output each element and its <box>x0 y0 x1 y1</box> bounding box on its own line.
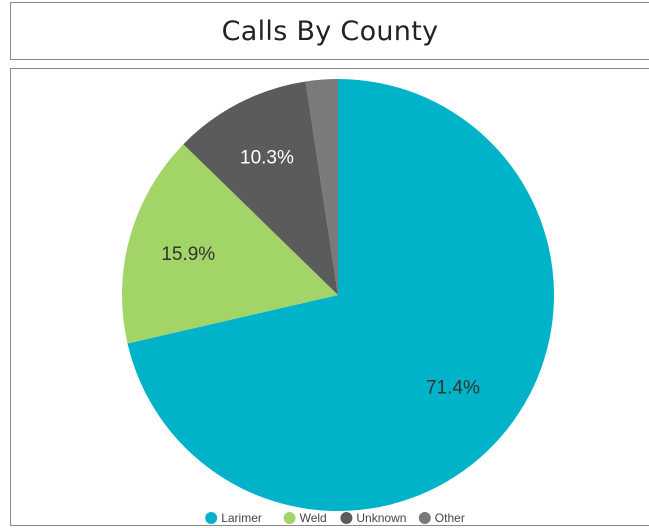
legend-label-other: Other <box>435 511 465 525</box>
slice-label-unknown: 10.3% <box>240 148 294 169</box>
legend-item-weld[interactable]: Weld <box>283 511 327 525</box>
legend-item-other[interactable]: Other <box>418 511 465 525</box>
pie-slice-larimer[interactable] <box>127 79 554 511</box>
legend-item-unknown[interactable]: Unknown <box>340 511 406 525</box>
legend-swatch-larimer <box>205 512 218 524</box>
legend-label-weld: Weld <box>300 511 327 525</box>
slice-label-weld: 15.9% <box>161 244 215 265</box>
chart-title-box: Calls By County <box>10 2 649 60</box>
legend-swatch-weld <box>283 512 296 524</box>
pie-slice-unknown[interactable] <box>183 81 338 295</box>
pie-slice-other[interactable] <box>305 79 338 295</box>
legend-swatch-unknown <box>340 512 353 524</box>
legend-swatch-other <box>418 512 431 524</box>
pie-slice-weld[interactable] <box>121 144 338 344</box>
legend-item-larimer[interactable]: Larimer <box>205 511 262 525</box>
legend: Larimer Weld Unknown Other <box>205 511 465 525</box>
pie-chart: 71.4% 15.9% 10.3% Larimer Weld Unknown Other <box>121 79 554 525</box>
legend-label-unknown: Unknown <box>356 511 406 525</box>
slice-label-larimer: 71.4% <box>426 377 480 398</box>
legend-label-larimer: Larimer <box>221 511 262 525</box>
chart-title: Calls By County <box>221 15 439 47</box>
pie-chart-panel: 71.4% 15.9% 10.3% Larimer Weld Unknown Other <box>10 68 649 526</box>
